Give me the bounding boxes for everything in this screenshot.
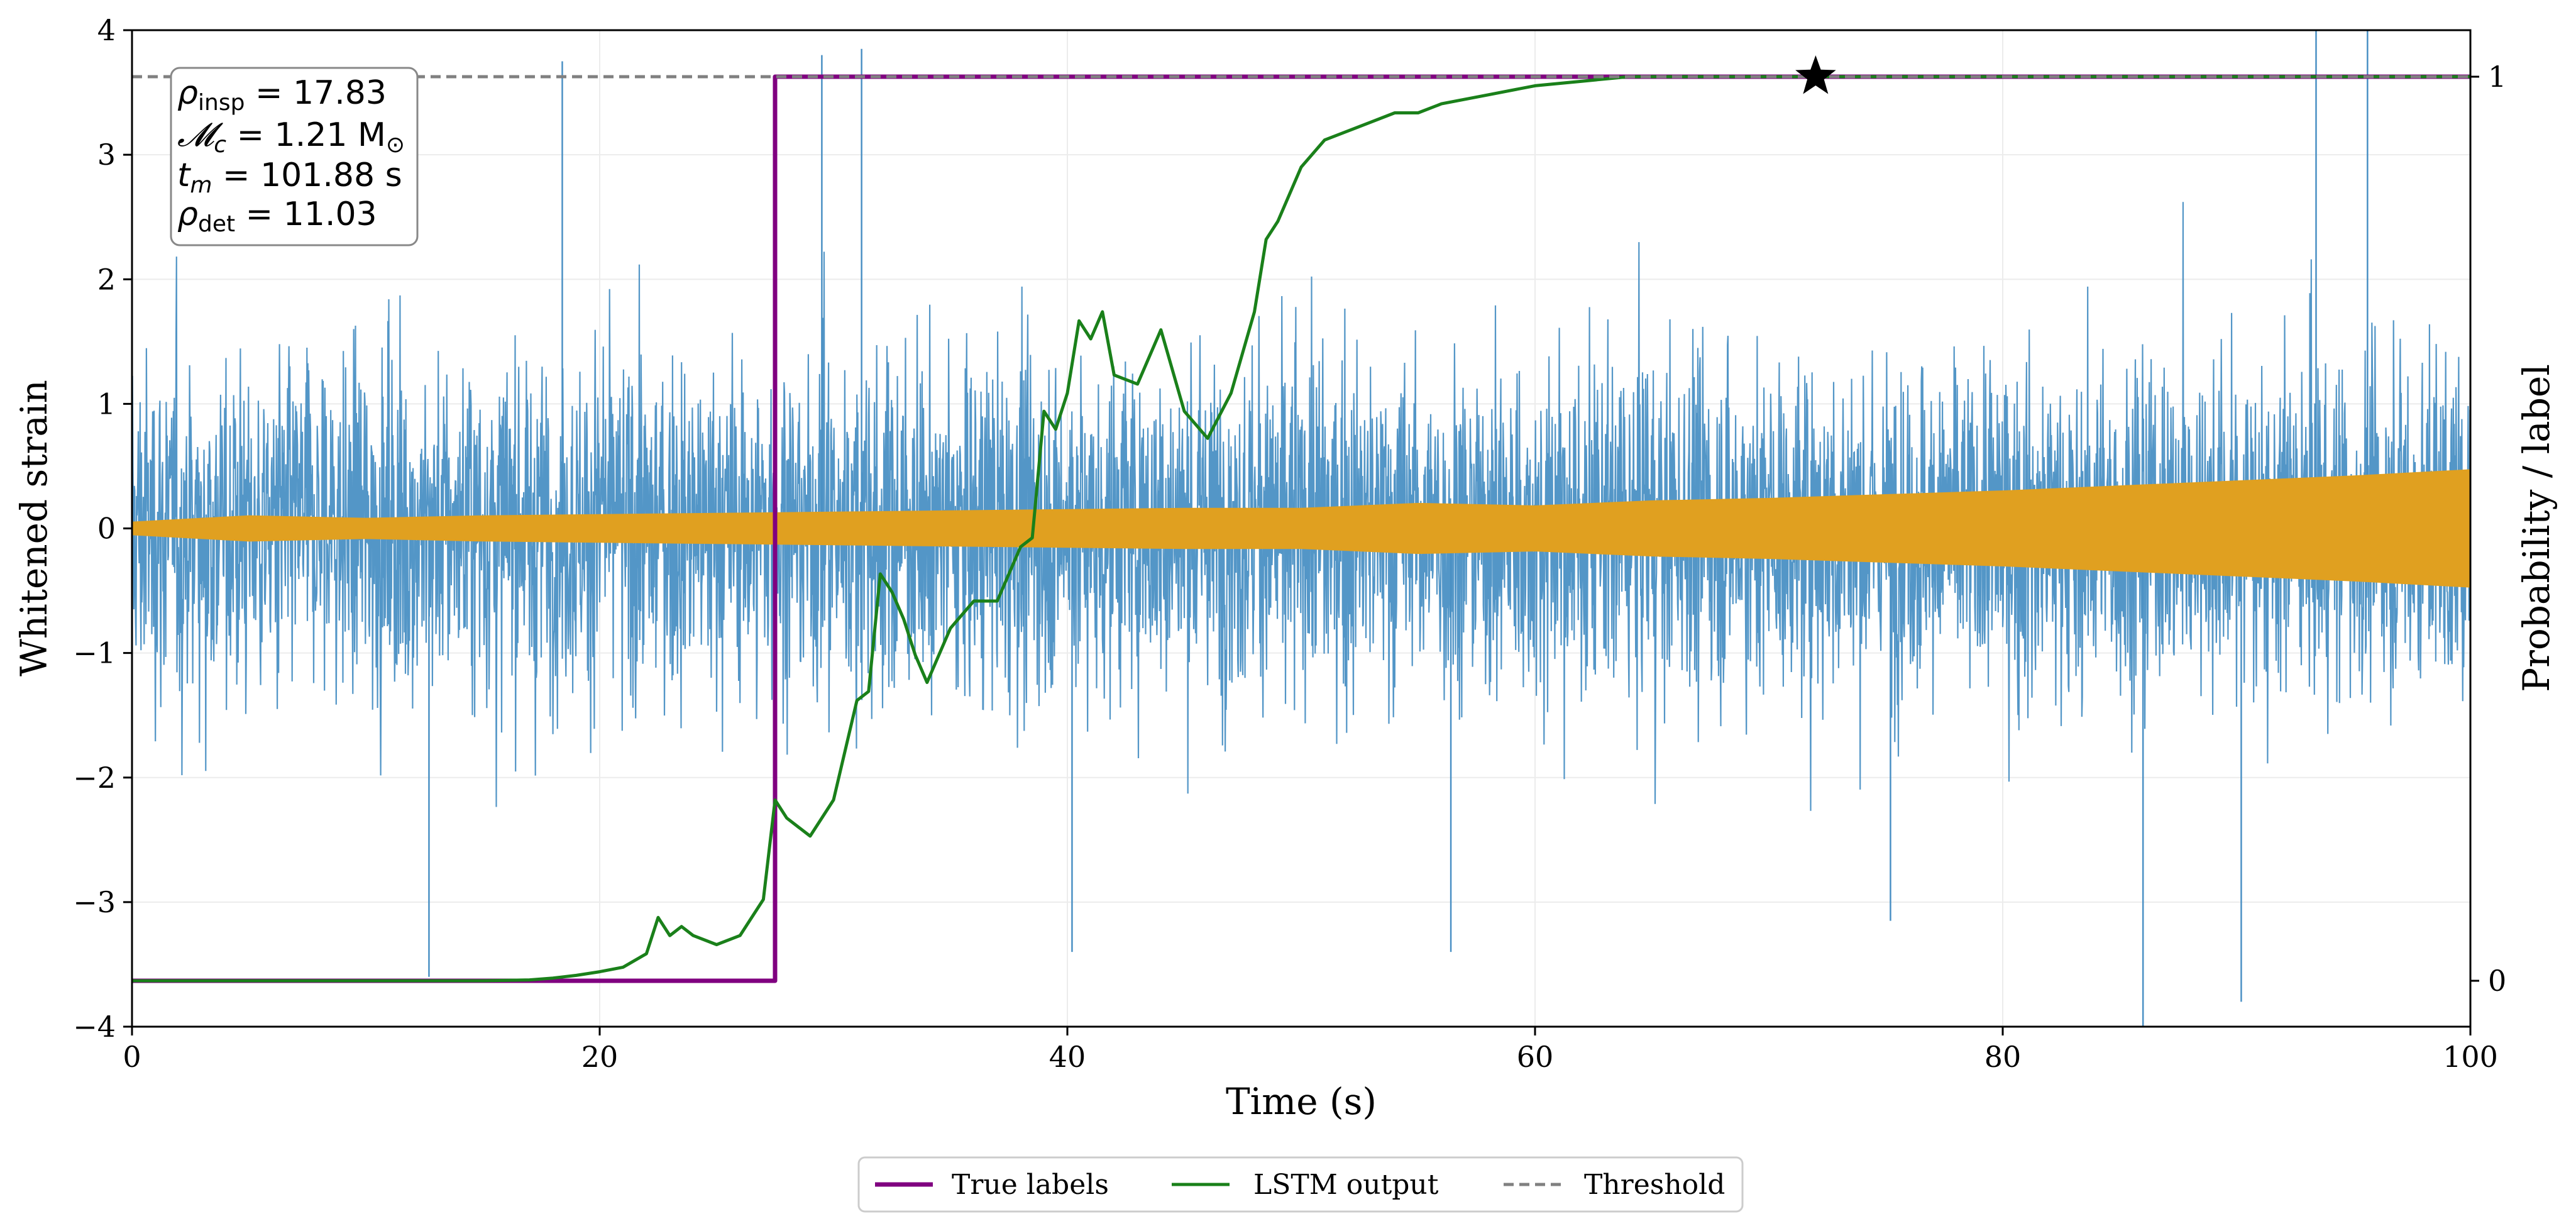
annotation-line-rho-insp: ρinsp = 17.83 xyxy=(177,74,387,116)
x-axis-title: Time (s) xyxy=(1226,1080,1377,1123)
lstm-output-line xyxy=(132,75,2470,983)
x-tick-label: 20 xyxy=(581,1040,619,1074)
legend-label-threshold: Threshold xyxy=(1584,1169,1725,1201)
y-left-tick-label: −2 xyxy=(73,761,116,795)
legend-label-true-labels: True labels xyxy=(952,1169,1109,1201)
y-left-tick-label: 1 xyxy=(97,387,116,421)
x-tick-label: 40 xyxy=(1049,1040,1086,1074)
annotation-line-rho-det: ρdet = 11.03 xyxy=(177,196,377,237)
y-right-tick-label: 1 xyxy=(2488,60,2506,94)
injected-signal-band xyxy=(132,469,2470,588)
annotation-frame xyxy=(170,67,419,246)
y-left-tick-label: 0 xyxy=(97,512,116,546)
x-tick-label: 0 xyxy=(123,1040,141,1074)
y-left-tick-label: 4 xyxy=(97,13,116,47)
annotation-line-tm: tm = 101.88 s xyxy=(177,157,402,198)
x-tick-label: 60 xyxy=(1517,1040,1554,1074)
legend: True labels LSTM output Threshold xyxy=(857,1156,1744,1213)
plot-layer xyxy=(132,30,2470,1027)
annotation-line-chirp-mass: 𝓜c = 1.21 M⊙ xyxy=(177,116,405,158)
y-right-tick-label: 0 xyxy=(2488,964,2506,998)
detection-star-marker xyxy=(1795,55,1836,94)
y-left-tick-label: 2 xyxy=(97,262,116,296)
y-axis-left-title: Whitened strain xyxy=(13,380,55,676)
y-left-tick-label: −4 xyxy=(73,1010,116,1044)
legend-frame xyxy=(857,1156,1744,1213)
y-axis-right-title: Probability / label xyxy=(2515,364,2558,692)
legend-label-lstm-output: LSTM output xyxy=(1253,1169,1439,1201)
annotation-box: ρinsp = 17.83 𝓜c = 1.21 M⊙ tm = 101.88 s… xyxy=(170,67,419,246)
y-left-tick-label: −1 xyxy=(73,636,116,670)
y-left-tick-label: −3 xyxy=(73,885,116,919)
y-left-tick-label: 3 xyxy=(97,138,116,172)
x-tick-label: 100 xyxy=(2443,1040,2498,1074)
x-tick-label: 80 xyxy=(1984,1040,2022,1074)
